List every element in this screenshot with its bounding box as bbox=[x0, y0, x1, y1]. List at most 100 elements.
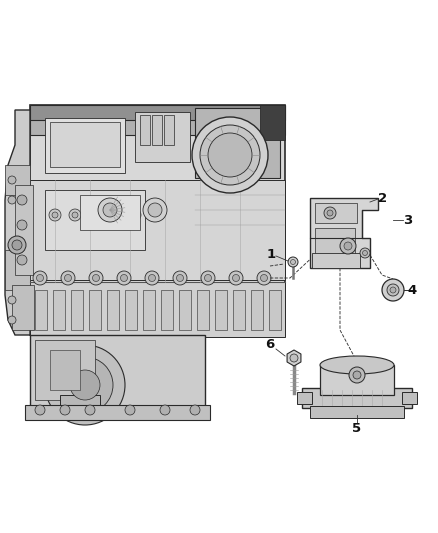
Bar bbox=[297, 392, 312, 404]
Bar bbox=[30, 105, 285, 120]
Circle shape bbox=[36, 274, 43, 281]
Bar bbox=[12, 285, 34, 330]
Bar bbox=[35, 290, 47, 330]
Bar bbox=[135, 112, 190, 162]
Circle shape bbox=[8, 176, 16, 184]
Circle shape bbox=[387, 284, 399, 296]
Circle shape bbox=[205, 274, 212, 281]
Circle shape bbox=[173, 271, 187, 285]
Circle shape bbox=[17, 255, 27, 265]
Bar bbox=[71, 290, 83, 330]
Circle shape bbox=[61, 271, 75, 285]
Bar bbox=[315, 203, 357, 223]
Bar bbox=[315, 228, 355, 263]
Polygon shape bbox=[287, 350, 301, 366]
Circle shape bbox=[233, 274, 240, 281]
Circle shape bbox=[324, 207, 336, 219]
Circle shape bbox=[8, 196, 16, 204]
Bar bbox=[197, 290, 209, 330]
Circle shape bbox=[92, 212, 98, 218]
Circle shape bbox=[49, 209, 61, 221]
Circle shape bbox=[17, 195, 27, 205]
Circle shape bbox=[192, 117, 268, 193]
Bar bbox=[164, 115, 174, 145]
Circle shape bbox=[125, 405, 135, 415]
Bar bbox=[53, 290, 65, 330]
Circle shape bbox=[64, 274, 71, 281]
Circle shape bbox=[148, 203, 162, 217]
Circle shape bbox=[200, 125, 260, 185]
Circle shape bbox=[360, 248, 370, 258]
Bar bbox=[5, 165, 30, 195]
Bar bbox=[260, 105, 285, 140]
Circle shape bbox=[229, 271, 243, 285]
Text: 5: 5 bbox=[353, 422, 361, 434]
Circle shape bbox=[17, 220, 27, 230]
Ellipse shape bbox=[320, 356, 394, 374]
Circle shape bbox=[145, 271, 159, 285]
Bar bbox=[25, 405, 210, 420]
Bar bbox=[50, 350, 80, 390]
Circle shape bbox=[340, 238, 356, 254]
Circle shape bbox=[382, 279, 404, 301]
Circle shape bbox=[52, 212, 58, 218]
Circle shape bbox=[261, 274, 268, 281]
Bar bbox=[269, 290, 281, 330]
Circle shape bbox=[8, 236, 26, 254]
Bar bbox=[50, 122, 120, 167]
Circle shape bbox=[148, 274, 155, 281]
Circle shape bbox=[92, 274, 99, 281]
Circle shape bbox=[363, 251, 367, 255]
Circle shape bbox=[98, 198, 122, 222]
Bar bbox=[143, 290, 155, 330]
Circle shape bbox=[132, 212, 138, 218]
Circle shape bbox=[290, 260, 296, 264]
Bar bbox=[195, 108, 280, 178]
Circle shape bbox=[190, 405, 200, 415]
Circle shape bbox=[57, 357, 113, 413]
Text: 1: 1 bbox=[266, 247, 276, 261]
Text: 3: 3 bbox=[403, 214, 413, 227]
Bar bbox=[15, 185, 33, 275]
Circle shape bbox=[353, 371, 361, 379]
Circle shape bbox=[112, 212, 118, 218]
Bar bbox=[140, 115, 150, 145]
Bar bbox=[312, 253, 360, 268]
Circle shape bbox=[208, 133, 252, 177]
Bar bbox=[30, 282, 285, 337]
Text: 6: 6 bbox=[265, 338, 275, 351]
Bar bbox=[45, 190, 145, 250]
Text: 2: 2 bbox=[378, 192, 388, 206]
Bar bbox=[45, 118, 125, 173]
Circle shape bbox=[257, 271, 271, 285]
Bar bbox=[402, 392, 417, 404]
Circle shape bbox=[349, 367, 365, 383]
Circle shape bbox=[201, 271, 215, 285]
Circle shape bbox=[69, 209, 81, 221]
Bar bbox=[161, 290, 173, 330]
Bar bbox=[30, 180, 285, 280]
Circle shape bbox=[70, 370, 100, 400]
Polygon shape bbox=[310, 198, 378, 268]
Bar bbox=[107, 290, 119, 330]
Circle shape bbox=[89, 209, 101, 221]
Circle shape bbox=[103, 203, 117, 217]
Bar bbox=[5, 250, 30, 290]
Circle shape bbox=[60, 405, 70, 415]
Circle shape bbox=[120, 274, 127, 281]
Bar bbox=[320, 365, 394, 395]
Bar bbox=[302, 388, 412, 408]
Circle shape bbox=[117, 271, 131, 285]
Bar bbox=[30, 335, 205, 410]
Bar bbox=[89, 290, 101, 330]
Bar bbox=[215, 290, 227, 330]
Bar bbox=[152, 115, 162, 145]
Bar bbox=[125, 290, 137, 330]
Bar bbox=[310, 406, 404, 418]
Circle shape bbox=[45, 345, 125, 425]
Bar bbox=[35, 340, 95, 400]
Circle shape bbox=[89, 271, 103, 285]
Circle shape bbox=[12, 240, 22, 250]
Bar bbox=[30, 105, 285, 135]
Bar bbox=[179, 290, 191, 330]
